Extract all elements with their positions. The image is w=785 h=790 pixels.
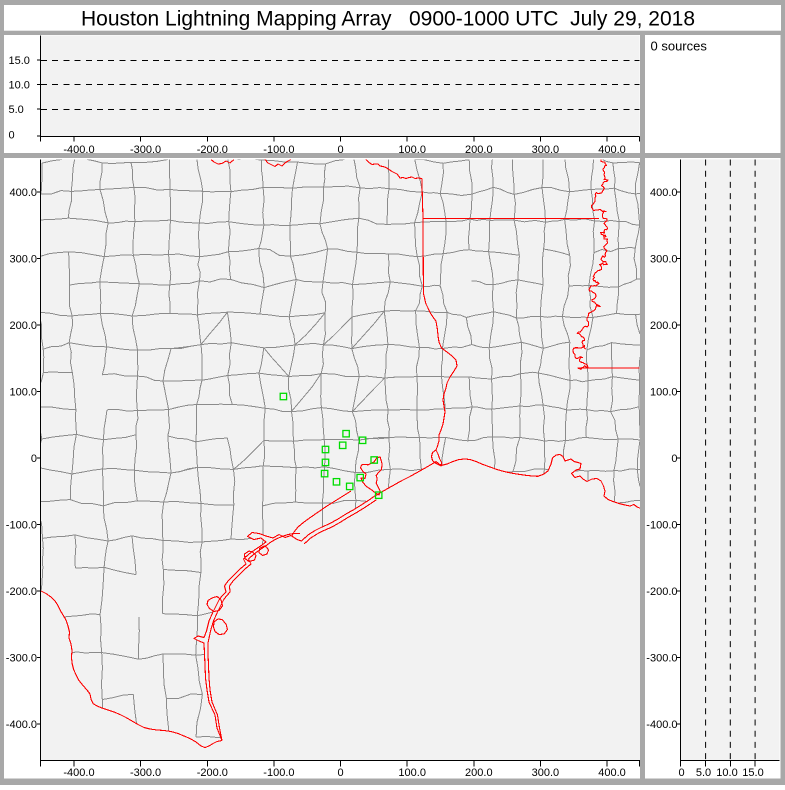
svg-text:15.0: 15.0 xyxy=(9,55,30,67)
svg-text:0: 0 xyxy=(678,767,684,779)
svg-text:10.0: 10.0 xyxy=(9,79,30,91)
svg-text:0: 0 xyxy=(671,453,677,465)
svg-text:-400.0: -400.0 xyxy=(6,719,37,731)
svg-text:300.0: 300.0 xyxy=(532,144,560,156)
svg-text:100.0: 100.0 xyxy=(650,387,678,399)
svg-text:5.0: 5.0 xyxy=(696,767,711,779)
svg-text:200.0: 200.0 xyxy=(9,320,37,332)
svg-text:-100.0: -100.0 xyxy=(263,767,294,779)
svg-text:0: 0 xyxy=(9,129,15,141)
svg-text:300.0: 300.0 xyxy=(9,254,37,266)
svg-text:400.0: 400.0 xyxy=(9,187,37,199)
svg-text:Houston Lightning Mapping Arra: Houston Lightning Mapping Array 0900-100… xyxy=(81,8,695,31)
svg-text:-300.0: -300.0 xyxy=(6,653,37,665)
svg-text:-200.0: -200.0 xyxy=(197,144,228,156)
svg-text:-200.0: -200.0 xyxy=(646,586,677,598)
svg-text:10.0: 10.0 xyxy=(716,767,737,779)
svg-text:0 sources: 0 sources xyxy=(651,39,708,54)
svg-text:5.0: 5.0 xyxy=(9,104,24,116)
svg-text:-400.0: -400.0 xyxy=(63,144,94,156)
svg-text:100.0: 100.0 xyxy=(9,387,37,399)
svg-text:-100.0: -100.0 xyxy=(6,520,37,532)
svg-text:200.0: 200.0 xyxy=(465,767,493,779)
svg-text:0: 0 xyxy=(337,767,343,779)
svg-text:-200.0: -200.0 xyxy=(197,767,228,779)
svg-text:-200.0: -200.0 xyxy=(6,586,37,598)
svg-text:-400.0: -400.0 xyxy=(63,767,94,779)
svg-text:-400.0: -400.0 xyxy=(646,719,677,731)
svg-text:0: 0 xyxy=(337,144,343,156)
svg-text:100.0: 100.0 xyxy=(398,767,426,779)
svg-text:100.0: 100.0 xyxy=(398,144,426,156)
svg-text:-300.0: -300.0 xyxy=(646,653,677,665)
svg-text:300.0: 300.0 xyxy=(532,767,560,779)
svg-text:200.0: 200.0 xyxy=(465,144,493,156)
svg-text:-100.0: -100.0 xyxy=(263,144,294,156)
svg-text:400.0: 400.0 xyxy=(598,144,626,156)
svg-text:-300.0: -300.0 xyxy=(130,767,161,779)
svg-text:-100.0: -100.0 xyxy=(646,520,677,532)
svg-text:400.0: 400.0 xyxy=(598,767,626,779)
svg-text:-300.0: -300.0 xyxy=(130,144,161,156)
svg-text:15.0: 15.0 xyxy=(742,767,763,779)
svg-text:200.0: 200.0 xyxy=(650,320,678,332)
svg-text:300.0: 300.0 xyxy=(650,254,678,266)
svg-text:0: 0 xyxy=(31,453,37,465)
svg-text:400.0: 400.0 xyxy=(650,187,678,199)
